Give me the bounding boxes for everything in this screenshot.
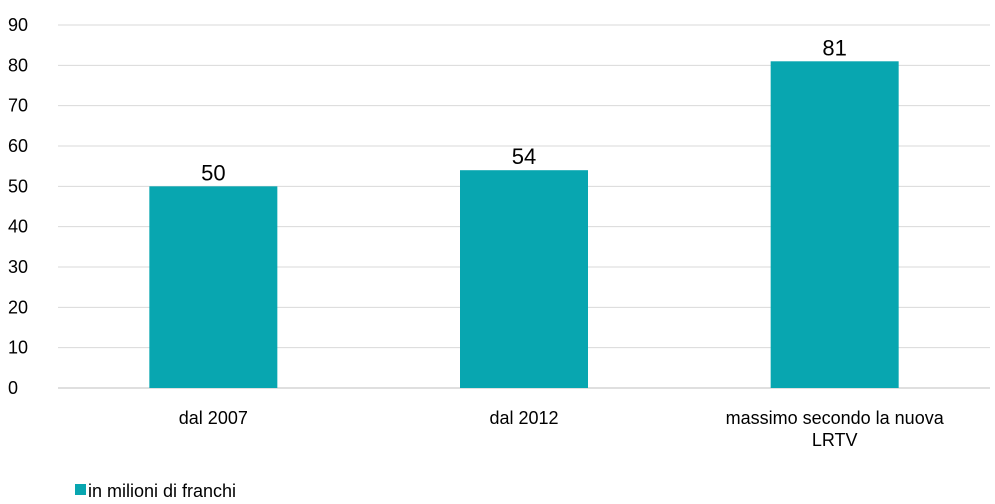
category-label: massimo secondo la nuova LRTV xyxy=(726,408,945,450)
y-tick-label: 0 xyxy=(8,378,18,398)
y-tick-label: 70 xyxy=(8,96,28,116)
legend-swatch xyxy=(75,484,86,495)
bar xyxy=(149,186,278,388)
y-tick-label: 40 xyxy=(8,217,28,237)
category-label: dal 2012 xyxy=(489,408,558,428)
data-label: 54 xyxy=(512,144,536,169)
data-label: 50 xyxy=(201,160,225,185)
y-tick-label: 50 xyxy=(8,176,28,196)
y-tick-label: 20 xyxy=(8,297,28,317)
y-tick-label: 80 xyxy=(8,55,28,75)
bars xyxy=(149,61,899,389)
y-tick-label: 60 xyxy=(8,136,28,156)
legend-label: in milioni di franchi xyxy=(88,481,236,501)
bar xyxy=(460,170,588,388)
y-axis-ticks: 0 10 20 30 40 50 60 70 80 90 xyxy=(8,15,28,398)
y-tick-label: 90 xyxy=(8,15,28,35)
category-label: dal 2007 xyxy=(179,408,248,428)
y-tick-label: 10 xyxy=(8,338,28,358)
data-labels: 50 54 81 xyxy=(201,35,847,185)
legend: in milioni di franchi xyxy=(75,481,236,501)
bar xyxy=(770,61,899,389)
y-tick-label: 30 xyxy=(8,257,28,277)
data-label: 81 xyxy=(822,35,846,60)
x-axis-category-labels: dal 2007 dal 2012 massimo secondo la nuova… xyxy=(179,408,945,450)
